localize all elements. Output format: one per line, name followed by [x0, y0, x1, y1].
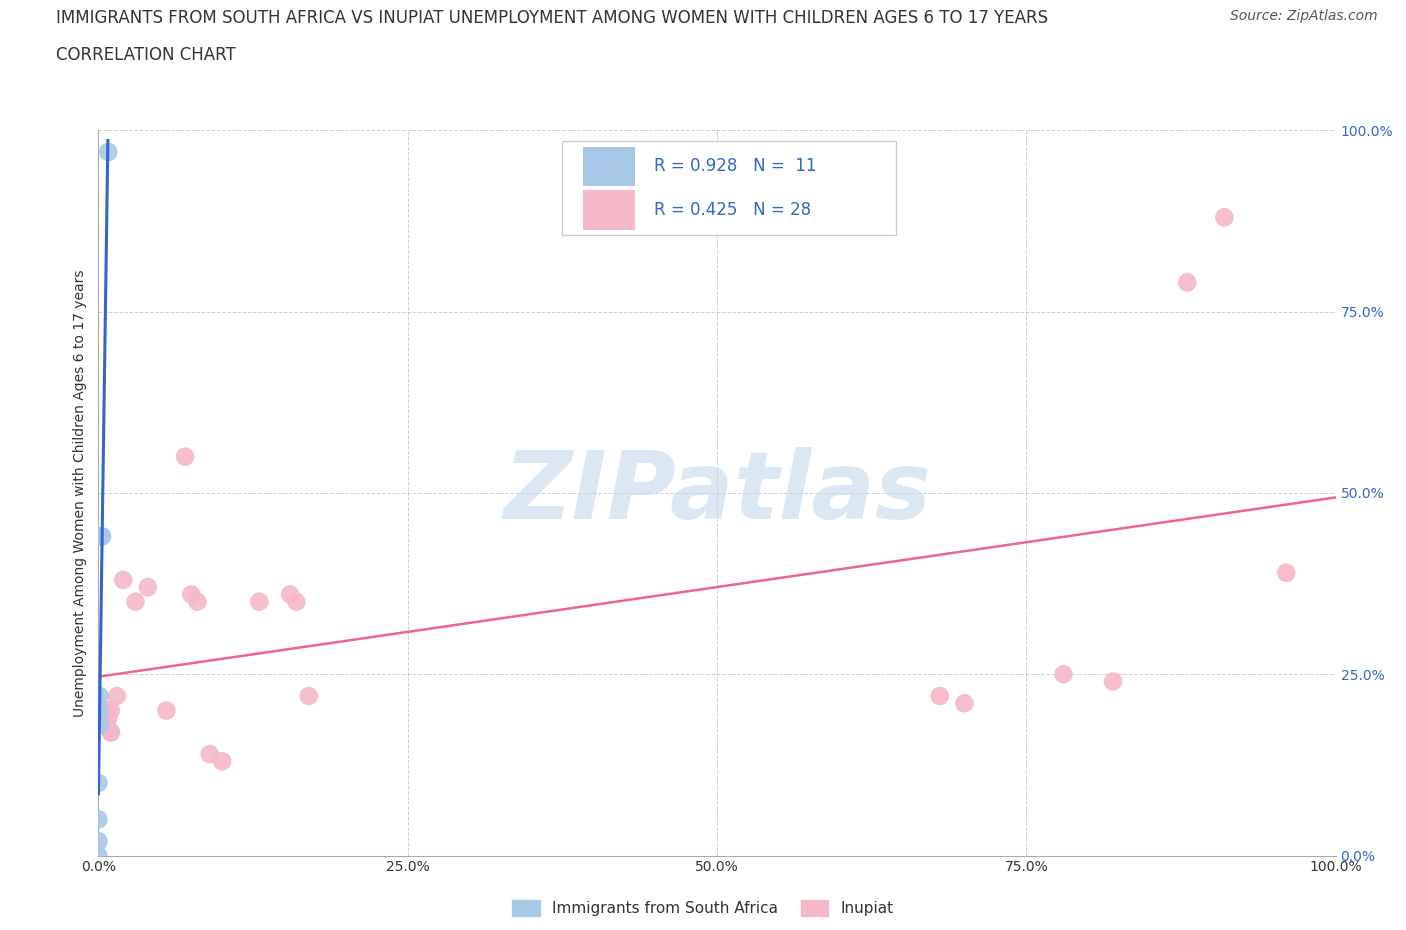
Point [247, 594, 270, 609]
Text: Source: ZipAtlas.com: Source: ZipAtlas.com [1230, 9, 1378, 23]
Point [97, 144, 120, 159]
Point [96, 711, 118, 725]
Point [180, 587, 202, 602]
Point [93, 703, 115, 718]
Point [87, 776, 110, 790]
Point [953, 696, 976, 711]
Point [100, 703, 122, 718]
Point [112, 573, 135, 588]
Point [91, 529, 114, 544]
Point [87, 848, 110, 863]
Point [97, 711, 120, 725]
Point [278, 587, 301, 602]
Point [89, 703, 111, 718]
Point [211, 754, 233, 769]
FancyBboxPatch shape [583, 147, 636, 186]
Point [105, 688, 128, 703]
Point [198, 747, 221, 762]
Point [87, 812, 110, 827]
Point [87, 833, 110, 848]
Point [90, 529, 112, 544]
Point [89, 688, 111, 703]
Text: ZIPatlas: ZIPatlas [503, 447, 931, 538]
Text: R = 0.928   N =  11: R = 0.928 N = 11 [654, 157, 817, 176]
Point [1213, 210, 1236, 225]
Point [186, 594, 208, 609]
Text: CORRELATION CHART: CORRELATION CHART [56, 46, 236, 64]
Point [136, 579, 159, 594]
Text: IMMIGRANTS FROM SOUTH AFRICA VS INUPIAT UNEMPLOYMENT AMONG WOMEN WITH CHILDREN A: IMMIGRANTS FROM SOUTH AFRICA VS INUPIAT … [56, 9, 1049, 27]
Point [1052, 667, 1074, 682]
FancyBboxPatch shape [562, 141, 897, 235]
Point [124, 594, 146, 609]
Point [100, 724, 122, 739]
FancyBboxPatch shape [583, 190, 636, 230]
Point [89, 718, 111, 733]
Point [100, 724, 122, 739]
Point [174, 449, 197, 464]
Point [155, 703, 177, 718]
Point [1175, 275, 1198, 290]
Point [1275, 565, 1298, 580]
Y-axis label: Unemployment Among Women with Children Ages 6 to 17 years: Unemployment Among Women with Children A… [73, 269, 87, 717]
Legend: Immigrants from South Africa, Inupiat: Immigrants from South Africa, Inupiat [506, 894, 900, 923]
Point [97, 703, 120, 718]
Text: R = 0.425   N = 28: R = 0.425 N = 28 [654, 201, 811, 219]
Point [928, 688, 950, 703]
Point [90, 529, 112, 544]
Point [298, 688, 321, 703]
Point [1102, 674, 1125, 689]
Point [285, 594, 308, 609]
